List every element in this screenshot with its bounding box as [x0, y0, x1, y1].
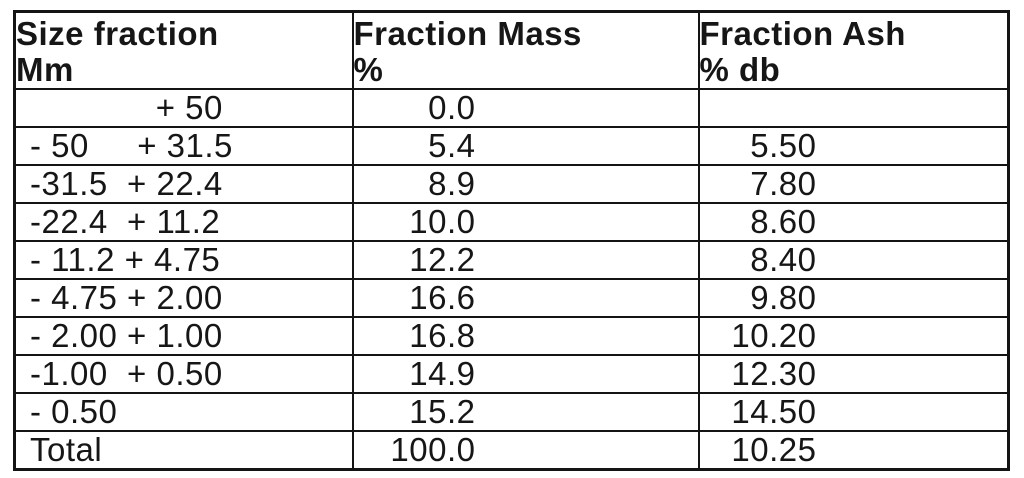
- cell-fraction-ash: 14.50: [697, 392, 1010, 432]
- cell-size-fraction: - 4.75 + 2.00: [13, 278, 354, 318]
- column-header-size-fraction: Size fraction Mm: [13, 10, 354, 90]
- column-header-fraction-mass: Fraction Mass %: [351, 10, 700, 90]
- cell-size-fraction: - 50 + 31.5: [13, 126, 354, 166]
- table-row-total: Total 100.0 10.25: [13, 430, 1010, 471]
- table-row: -1.00 + 0.50 14.9 12.30: [13, 354, 1010, 394]
- cell-size-fraction: - 0.50: [13, 392, 354, 432]
- header-row: Size fraction Mm Fraction Mass % Fractio…: [13, 10, 1010, 90]
- mass-value: 12.2: [409, 241, 476, 278]
- mass-value: 15.2: [409, 393, 476, 430]
- mass-value: 10.0: [409, 203, 476, 240]
- header-line-1: Fraction Ash: [699, 15, 906, 52]
- cell-fraction-ash: 8.40: [697, 240, 1010, 280]
- ash-value: 10.20: [731, 317, 817, 354]
- cell-fraction-mass: 12.2: [351, 240, 700, 280]
- ash-value: 14.50: [731, 393, 817, 430]
- mass-value: 100.0: [390, 431, 476, 468]
- ash-value: 10.25: [731, 431, 817, 468]
- cell-fraction-ash: 5.50: [697, 126, 1010, 166]
- cell-fraction-mass: 15.2: [351, 392, 700, 432]
- table-row: -31.5 + 22.4 8.9 7.80: [13, 164, 1010, 204]
- mass-value: 16.6: [409, 279, 476, 316]
- table-row: - 0.50 15.2 14.50: [13, 392, 1010, 432]
- cell-fraction-mass: 100.0: [351, 430, 700, 471]
- size-fraction-analysis-table: Size fraction Mm Fraction Mass % Fractio…: [13, 10, 1010, 471]
- cell-size-fraction: - 2.00 + 1.00: [13, 316, 354, 356]
- cell-fraction-mass: 14.9: [351, 354, 700, 394]
- ash-value: 12.30: [731, 355, 817, 392]
- header-line-1: Size fraction: [16, 15, 219, 52]
- cell-size-fraction: -1.00 + 0.50: [13, 354, 354, 394]
- table-row: - 4.75 + 2.00 16.6 9.80: [13, 278, 1010, 318]
- cell-fraction-ash: [697, 88, 1010, 128]
- cell-fraction-ash: 12.30: [697, 354, 1010, 394]
- header-line-2: %: [353, 51, 384, 88]
- mass-value: 0.0: [428, 89, 476, 126]
- cell-fraction-mass: 0.0: [351, 88, 700, 128]
- mass-value: 14.9: [409, 355, 476, 392]
- cell-size-fraction: -22.4 + 11.2: [13, 202, 354, 242]
- cell-size-fraction: + 50: [13, 88, 354, 128]
- ash-value: 9.80: [750, 279, 817, 316]
- ash-value: 8.40: [750, 241, 817, 278]
- ash-value: 5.50: [750, 127, 817, 164]
- table-row: -22.4 + 11.2 10.0 8.60: [13, 202, 1010, 242]
- mass-value: 16.8: [409, 317, 476, 354]
- table-row: - 11.2 + 4.75 12.2 8.40: [13, 240, 1010, 280]
- cell-size-fraction: Total: [13, 430, 354, 471]
- cell-fraction-mass: 16.6: [351, 278, 700, 318]
- table-row: + 50 0.0: [13, 88, 1010, 128]
- mass-value: 5.4: [428, 127, 476, 164]
- header-line-2: Mm: [16, 51, 74, 88]
- header-line-2: % db: [699, 51, 781, 88]
- table-row: - 2.00 + 1.00 16.8 10.20: [13, 316, 1010, 356]
- mass-value: 8.9: [428, 165, 476, 202]
- column-header-fraction-ash: Fraction Ash % db: [697, 10, 1010, 90]
- cell-fraction-ash: 10.25: [697, 430, 1010, 471]
- table-row: - 50 + 31.5 5.4 5.50: [13, 126, 1010, 166]
- cell-fraction-mass: 16.8: [351, 316, 700, 356]
- cell-fraction-ash: 10.20: [697, 316, 1010, 356]
- ash-value: 8.60: [750, 203, 817, 240]
- ash-value: 7.80: [750, 165, 817, 202]
- size-fraction-table-container: Size fraction Mm Fraction Mass % Fractio…: [13, 10, 1010, 471]
- cell-size-fraction: - 11.2 + 4.75: [13, 240, 354, 280]
- cell-fraction-ash: 8.60: [697, 202, 1010, 242]
- cell-fraction-mass: 5.4: [351, 126, 700, 166]
- cell-fraction-ash: 9.80: [697, 278, 1010, 318]
- cell-fraction-mass: 10.0: [351, 202, 700, 242]
- cell-size-fraction: -31.5 + 22.4: [13, 164, 354, 204]
- cell-fraction-mass: 8.9: [351, 164, 700, 204]
- header-line-1: Fraction Mass: [353, 15, 582, 52]
- cell-fraction-ash: 7.80: [697, 164, 1010, 204]
